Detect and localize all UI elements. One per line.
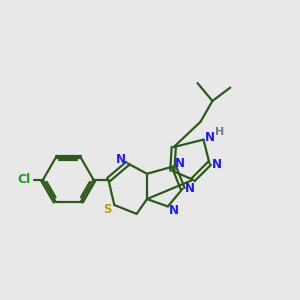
Text: N: N bbox=[205, 131, 215, 144]
Text: Cl: Cl bbox=[17, 173, 30, 186]
Text: N: N bbox=[175, 157, 185, 170]
Text: N: N bbox=[185, 182, 195, 195]
Text: S: S bbox=[103, 203, 111, 216]
Text: H: H bbox=[215, 127, 224, 137]
Text: N: N bbox=[169, 203, 179, 217]
Text: N: N bbox=[116, 153, 126, 166]
Text: N: N bbox=[212, 158, 222, 171]
